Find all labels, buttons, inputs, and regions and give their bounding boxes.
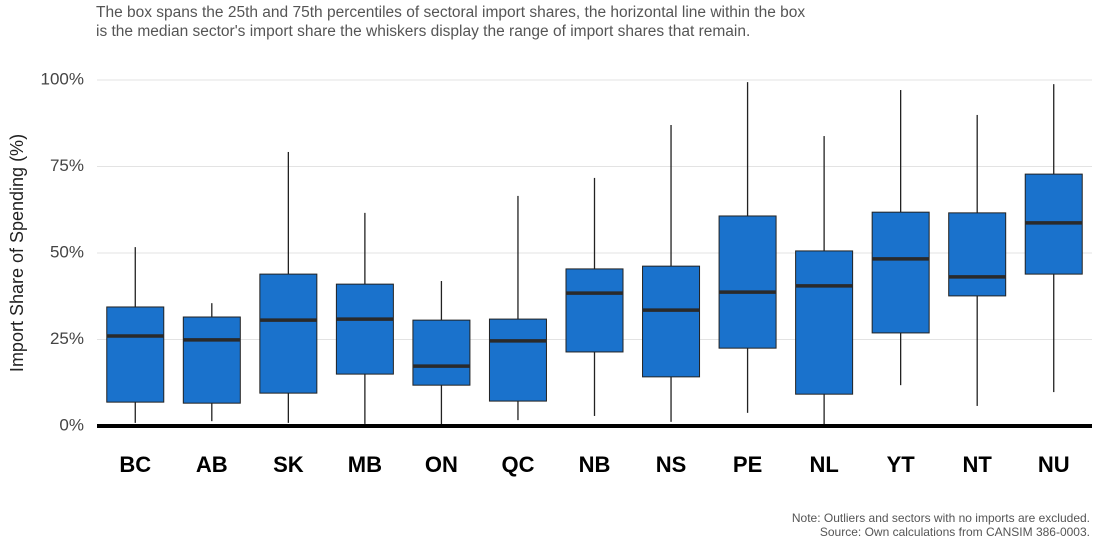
x-tick-label: QC	[501, 452, 534, 477]
x-tick-label: NB	[579, 452, 611, 477]
y-tick-label: 100%	[41, 69, 84, 88]
x-tick-label: NS	[656, 452, 687, 477]
x-tick-label: ON	[425, 452, 458, 477]
box	[412, 319, 471, 386]
box	[718, 215, 777, 349]
box	[259, 273, 318, 394]
y-tick-label: 25%	[50, 329, 84, 348]
note: Note: Outliers and sectors with no impor…	[792, 511, 1090, 525]
box	[948, 212, 1007, 297]
x-tick-label: SK	[273, 452, 304, 477]
y-axis-label: Import Share of Spending (%)	[7, 134, 27, 372]
y-tick-label: 50%	[50, 242, 84, 261]
x-tick-label: PE	[733, 452, 762, 477]
x-tick-label: YT	[887, 452, 916, 477]
box	[182, 316, 241, 404]
box	[335, 283, 394, 375]
x-tick-label: NL	[809, 452, 838, 477]
subtitle: is the median sector's import share the …	[96, 23, 750, 40]
box	[565, 268, 624, 353]
note: Source: Own calculations from CANSIM 386…	[820, 525, 1090, 539]
x-tick-label: NT	[963, 452, 993, 477]
y-tick-label: 0%	[59, 415, 84, 434]
x-tick-label: NU	[1038, 452, 1070, 477]
subtitle: The box spans the 25th and 75th percenti…	[96, 4, 805, 21]
box	[488, 318, 547, 402]
box	[106, 306, 165, 403]
x-tick-label: AB	[196, 452, 228, 477]
box	[642, 265, 701, 378]
x-tick-label: BC	[119, 452, 151, 477]
y-tick-label: 75%	[50, 156, 84, 175]
box	[871, 211, 930, 334]
x-tick-label: MB	[348, 452, 382, 477]
box	[795, 250, 854, 395]
